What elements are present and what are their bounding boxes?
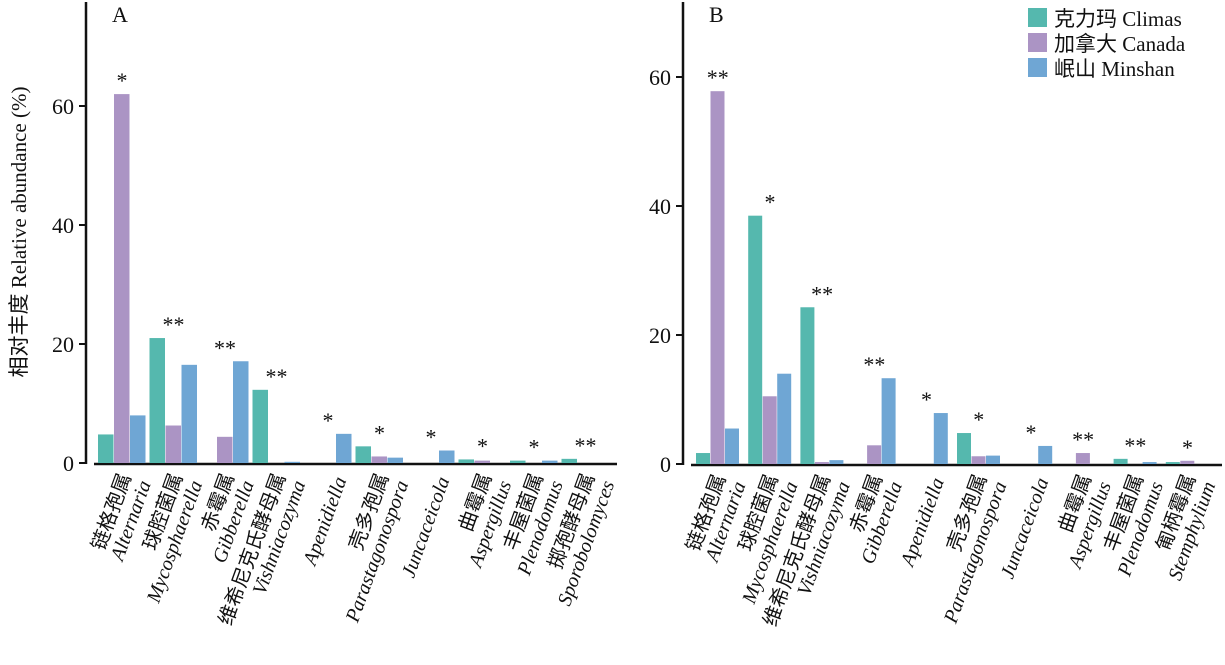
category-label: 链格孢属Alternaria (680, 471, 751, 566)
legend-label: 加拿大 Canada (1054, 32, 1186, 56)
bar-vishniacozyma-3 (829, 460, 844, 464)
significance-marker: * (323, 408, 334, 433)
bar-vishniacozyma-3 (284, 461, 300, 463)
bar-mycosphaerella-3 (777, 373, 792, 464)
bar-plenodomus-1 (1113, 458, 1128, 464)
y-tick-label: 60 (52, 94, 74, 119)
bar-mycosphaerella-3 (181, 364, 197, 463)
panel-A: 0 20 40 60 A 相对丰度 Relative abundance (%) * 链格孢属… (7, 2, 619, 628)
significance-marker: * (1025, 420, 1036, 445)
significance-marker: * (117, 68, 128, 93)
significance-marker: * (426, 425, 437, 450)
panel-label: A (112, 2, 128, 27)
bar-parastagonospora-2 (371, 456, 387, 463)
legend-swatch (1028, 8, 1047, 27)
bar-aspergillus-2 (1075, 453, 1090, 464)
panel-label: B (709, 2, 724, 27)
legend-label: 克力玛 Climas (1054, 7, 1182, 31)
y-tick-label: 0 (63, 451, 74, 476)
bar-juncaceicola-3 (439, 450, 455, 463)
bar-aspergillus-1 (458, 459, 474, 463)
bar-mycosphaerella-1 (748, 215, 763, 464)
significance-marker: * (764, 190, 775, 215)
category-label: 曲霉属Aspergillus (1043, 471, 1116, 573)
bar-aspergillus-2 (474, 460, 490, 463)
bar-parastagonospora-1 (355, 446, 371, 463)
y-tick-label: 40 (52, 213, 74, 238)
bar-parastagonospora-2 (971, 456, 986, 464)
significance-marker: ** (1124, 433, 1146, 458)
y-tick-label: 20 (649, 323, 671, 348)
significance-marker: * (1182, 435, 1193, 460)
legend-swatch (1028, 58, 1047, 77)
significance-marker: ** (214, 335, 236, 360)
y-tick-label: 20 (52, 332, 74, 357)
bar-parastagonospora-3 (986, 455, 1000, 464)
bar-vishniacozyma-1 (252, 389, 268, 463)
bar-stemphylium-2 (1180, 460, 1195, 464)
bar-parastagonospora-1 (957, 433, 971, 464)
significance-marker: * (973, 407, 984, 432)
y-tick-label: 60 (649, 65, 671, 90)
bar-gibberella-2 (867, 445, 882, 464)
bar-alternaria-2 (114, 94, 130, 463)
significance-marker: ** (811, 281, 833, 306)
bar-vishniacozyma-1 (800, 307, 815, 464)
bar-alternaria-3 (130, 415, 146, 463)
bar-alternaria-2 (710, 91, 725, 464)
significance-marker: ** (707, 65, 729, 90)
bar-juncaceicola-3 (1038, 445, 1053, 464)
bar-plenodomus-1 (510, 460, 526, 463)
bar-gibberella-3 (881, 378, 896, 464)
bar-alternaria-1 (98, 434, 114, 463)
y-tick-label: 40 (649, 194, 671, 219)
category-label: 链格孢属Alternaria (85, 470, 156, 565)
significance-marker: * (477, 433, 488, 458)
bar-apenidiella-3 (336, 433, 352, 463)
bar-mycosphaerella-2 (762, 396, 777, 464)
bar-alternaria-3 (725, 428, 739, 464)
legend-swatch (1028, 33, 1047, 52)
bar-gibberella-3 (233, 361, 249, 463)
significance-marker: ** (575, 433, 597, 458)
bar-plenodomus-3 (1142, 462, 1157, 464)
bar-plenodomus-3 (542, 460, 558, 463)
bar-vishniacozyma-2 (814, 462, 829, 464)
bar-mycosphaerella-1 (149, 338, 165, 463)
y-tick-label: 0 (660, 452, 671, 477)
bar-alternaria-1 (696, 453, 710, 464)
bar-parastagonospora-3 (387, 457, 403, 463)
panel-B: 0204060B**链格孢属Alternaria*球腔菌属Mycosphaere… (649, 2, 1222, 629)
significance-marker: ** (266, 364, 288, 389)
significance-marker: * (529, 435, 540, 460)
y-axis-label: 相对丰度 Relative abundance (%) (7, 87, 31, 378)
significance-marker: ** (163, 312, 185, 337)
significance-marker: * (921, 387, 932, 412)
category-label: 曲霉属Aspergillus (443, 470, 516, 572)
bar-stemphylium-1 (1165, 462, 1180, 464)
bar-sporobolomyces-1 (561, 458, 577, 463)
significance-marker: ** (863, 352, 885, 377)
significance-marker: ** (1072, 427, 1094, 452)
bar-mycosphaerella-2 (165, 425, 181, 463)
significance-marker: * (374, 420, 385, 445)
legend-label: 岷山 Minshan (1054, 57, 1175, 81)
bar-apenidiella-3 (933, 413, 948, 464)
bar-gibberella-2 (217, 436, 233, 463)
